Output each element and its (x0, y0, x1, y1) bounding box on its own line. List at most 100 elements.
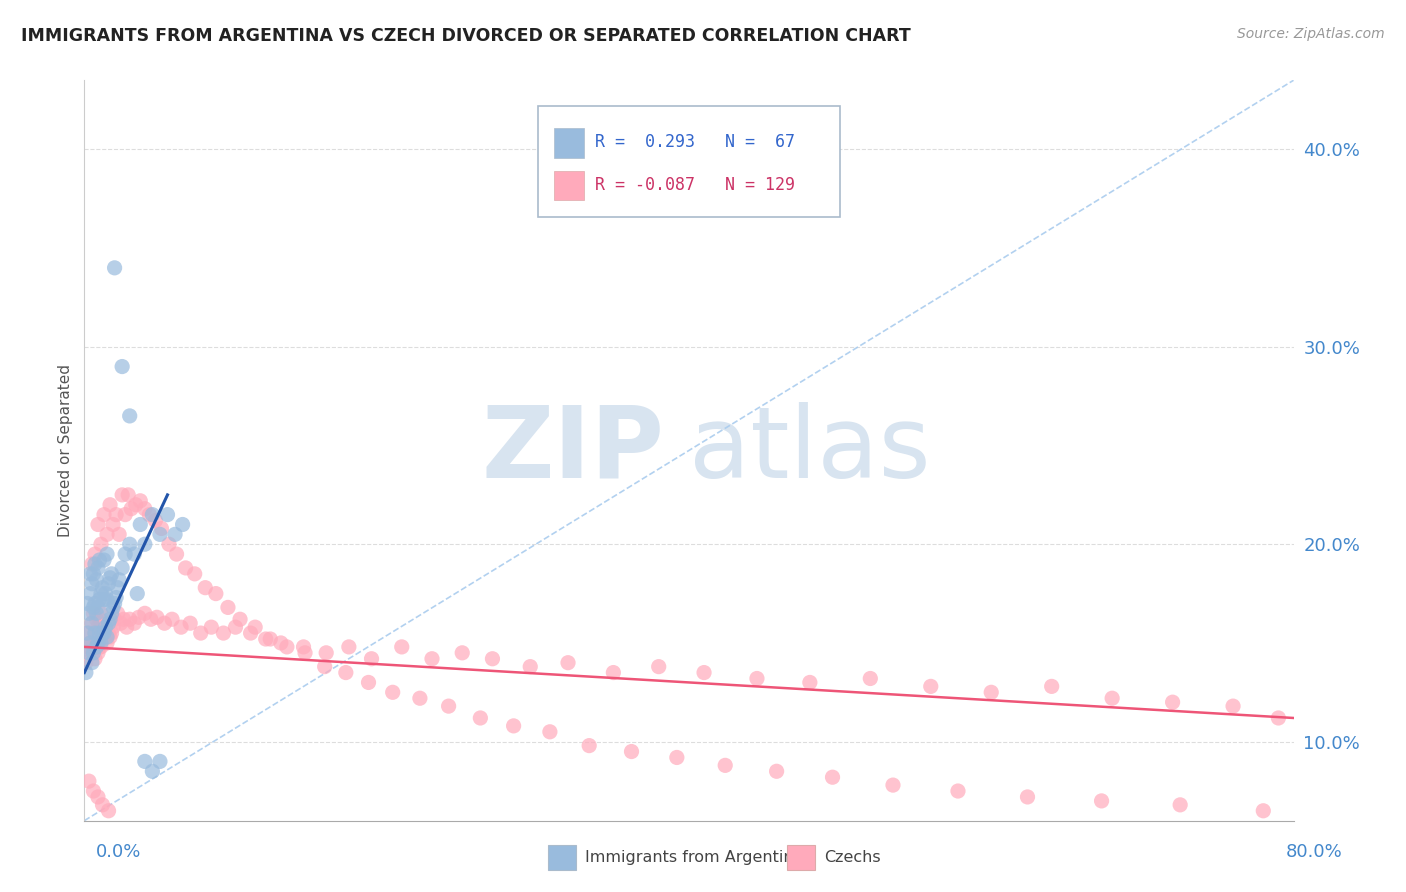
Point (179, 616, 201, 631)
Point (94, 620, 117, 634)
Point (77, 607, 100, 621)
Point (97, 626, 120, 640)
Point (108, 573, 131, 587)
Point (96, 636, 118, 650)
Point (821, 770, 844, 784)
Point (859, 672, 882, 686)
Point (190, 626, 212, 640)
Point (243, 620, 266, 634)
Point (79, 636, 101, 650)
Point (315, 646, 337, 660)
Point (107, 607, 129, 621)
Point (225, 620, 247, 634)
FancyBboxPatch shape (554, 170, 583, 200)
Point (84, 597, 107, 611)
Point (93, 626, 115, 640)
Text: R =  0.293   N =  67: R = 0.293 N = 67 (595, 133, 794, 151)
Point (335, 665, 357, 680)
Point (229, 612, 252, 626)
Point (82, 566, 104, 581)
Point (127, 586, 149, 600)
Point (91, 626, 114, 640)
Point (420, 652, 443, 666)
Point (84, 547, 107, 561)
Text: Immigrants from Argentina: Immigrants from Argentina (585, 850, 803, 864)
Point (80, 616, 103, 631)
Point (80, 557, 103, 571)
Point (174, 561, 197, 575)
Point (1101, 691, 1123, 706)
Point (90, 586, 112, 600)
Point (87, 620, 110, 634)
Point (90, 537, 112, 551)
Point (538, 724, 561, 739)
Point (200, 620, 222, 634)
Point (648, 659, 671, 673)
Point (90, 607, 112, 621)
Point (77, 646, 100, 660)
Point (1267, 711, 1289, 725)
Point (94, 620, 117, 634)
Point (82, 607, 104, 621)
Point (89, 626, 111, 640)
Point (93, 626, 115, 640)
Point (1161, 695, 1184, 709)
Point (139, 612, 162, 626)
Point (799, 675, 821, 690)
Point (122, 547, 145, 561)
Point (100, 607, 122, 621)
Point (294, 646, 316, 660)
Point (86, 640, 108, 654)
Point (156, 508, 179, 522)
Point (276, 640, 298, 654)
Point (82, 646, 104, 660)
Point (150, 521, 173, 535)
Point (239, 626, 262, 640)
Point (337, 640, 360, 654)
Point (980, 685, 1002, 699)
Point (104, 597, 127, 611)
Point (502, 719, 524, 733)
Point (115, 620, 138, 634)
Point (920, 679, 942, 693)
Point (217, 600, 239, 615)
Point (118, 612, 141, 626)
Point (75, 656, 97, 670)
Point (557, 656, 579, 670)
Point (128, 610, 150, 624)
Point (90, 640, 112, 654)
Point (104, 612, 127, 626)
Point (91, 797, 114, 812)
Point (108, 527, 131, 541)
Text: atlas: atlas (689, 402, 931, 499)
Point (86, 640, 108, 654)
Point (270, 636, 292, 650)
Point (89, 592, 111, 607)
Point (1222, 699, 1244, 714)
Point (117, 488, 139, 502)
Point (84, 626, 107, 640)
Point (84, 557, 107, 571)
Point (1253, 804, 1275, 818)
Point (212, 626, 235, 640)
Point (129, 493, 152, 508)
Point (82, 640, 104, 654)
Point (89, 553, 111, 567)
Point (76, 640, 98, 654)
Point (765, 764, 787, 779)
Point (75, 665, 97, 680)
Text: 0.0%: 0.0% (96, 843, 141, 861)
Point (134, 755, 156, 769)
Point (90, 636, 112, 650)
Point (165, 527, 187, 541)
Point (94, 586, 117, 600)
Point (98, 498, 121, 512)
Point (110, 616, 132, 631)
Point (693, 665, 716, 680)
Point (98, 612, 121, 626)
Point (100, 626, 122, 640)
Point (93, 592, 115, 607)
Point (80, 616, 103, 631)
Point (160, 612, 183, 626)
Point (93, 508, 115, 522)
